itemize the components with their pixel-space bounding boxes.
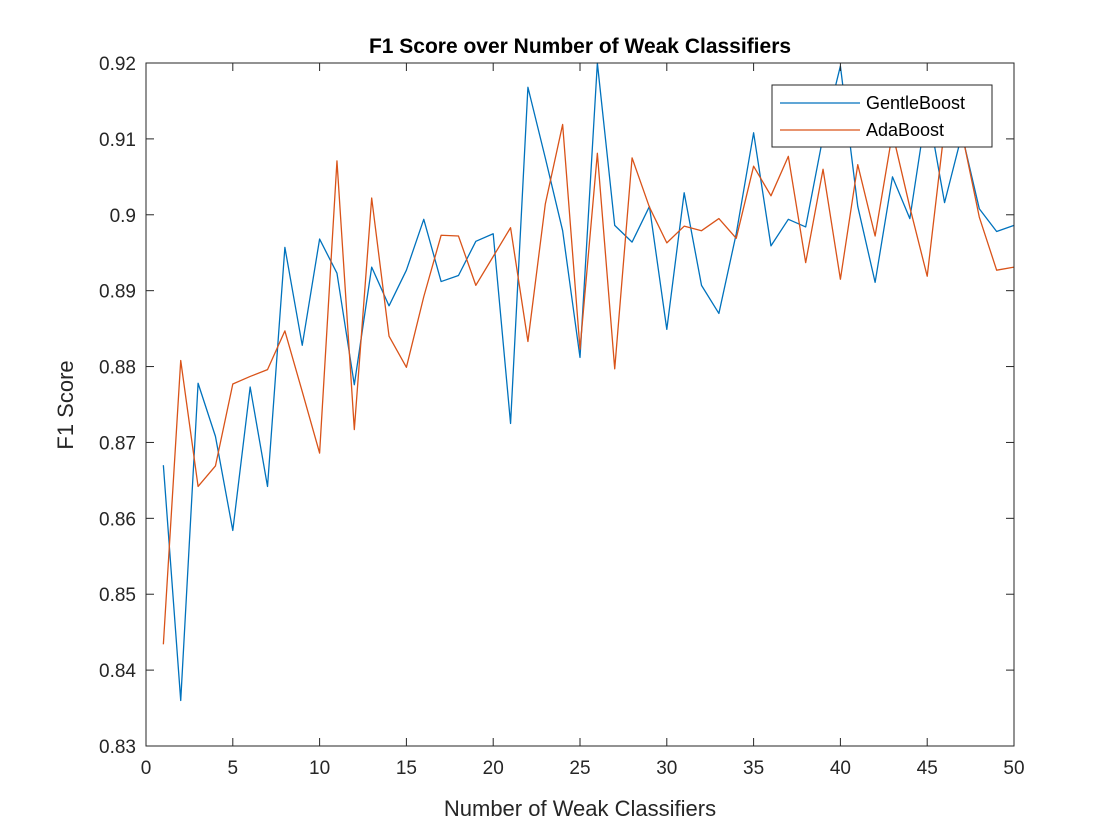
legend: GentleBoost AdaBoost — [772, 85, 992, 147]
x-tick-label: 35 — [743, 758, 764, 779]
y-tick-label: 0.9 — [110, 206, 136, 227]
x-tick-label: 15 — [396, 758, 417, 779]
y-tick-label: 0.92 — [99, 54, 136, 75]
y-tick-label: 0.85 — [99, 585, 136, 606]
y-tick-label: 0.91 — [99, 130, 136, 151]
x-tick-label: 30 — [656, 758, 677, 779]
x-tick-label: 50 — [1003, 758, 1024, 779]
x-tick-label: 45 — [917, 758, 938, 779]
x-tick-label: 40 — [830, 758, 851, 779]
x-axis-label: Number of Weak Classifiers — [444, 796, 716, 821]
y-tick-label: 0.89 — [99, 282, 136, 303]
plot-area — [146, 63, 1014, 746]
y-tick-label: 0.86 — [99, 509, 136, 530]
legend-label-gentleboost: GentleBoost — [866, 93, 965, 113]
x-tick-label: 10 — [309, 758, 330, 779]
x-tick-label: 5 — [228, 758, 239, 779]
y-tick-label: 0.87 — [99, 433, 136, 454]
y-tick-label: 0.84 — [99, 661, 136, 682]
y-tick-label: 0.83 — [99, 737, 136, 758]
chart-title: F1 Score over Number of Weak Classifiers — [369, 35, 791, 58]
y-tick-label: 0.88 — [99, 358, 136, 379]
legend-label-adaboost: AdaBoost — [866, 120, 944, 140]
x-tick-label: 25 — [569, 758, 590, 779]
x-tick-label: 20 — [483, 758, 504, 779]
x-tick-label: 0 — [141, 758, 152, 779]
y-axis-label: F1 Score — [53, 360, 78, 449]
